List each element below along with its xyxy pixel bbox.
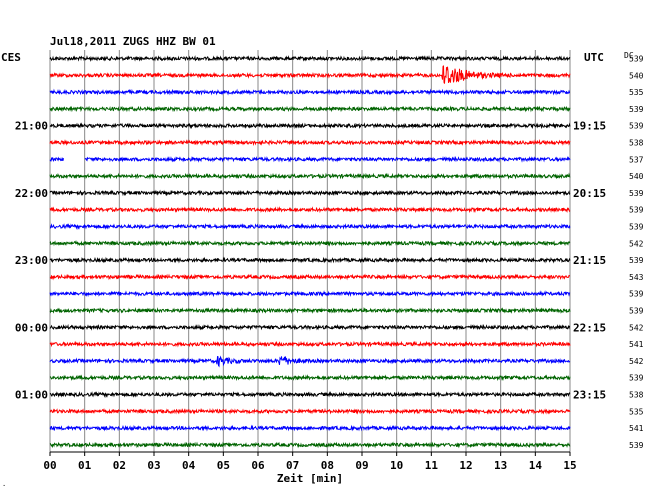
trace-row-6 [49,155,571,163]
dc-value: 539 [629,223,644,232]
trace-row-20 [49,391,571,399]
x-tick-label: 05 [217,459,230,472]
dc-value: 541 [629,424,644,433]
trace-row-15 [49,307,571,314]
dc-value: 539 [629,206,644,215]
trace-row-12 [49,256,571,264]
x-axis: 00 01 02 03 04 05 06 07 08 09 10 11 12 13 14 15 [43,452,577,472]
dc-value: 543 [629,273,644,282]
x-tick-label: 03 [147,459,160,472]
dc-value: 538 [629,139,644,148]
chart-title: Jul18,2011 ZUGS HHZ BW 01 [50,35,216,48]
right-hour-label: 23:15 [573,389,606,402]
dc-header: DC [624,51,634,60]
trace-row-5 [49,139,571,147]
trace-row-10 [49,223,571,231]
trace-row-11 [49,239,571,247]
x-tick-label: 15 [563,459,576,472]
trace-row-22 [49,424,571,432]
dc-value: 539 [629,189,644,198]
x-tick-label: 01 [78,459,92,472]
left-hour-labels: 21:00 22:00 23:00 00:00 01:00 [15,120,48,402]
dc-value: 542 [629,323,644,332]
left-hour-label: 01:00 [15,389,48,402]
dc-value: 540 [629,71,644,80]
left-timezone-label: CES [1,51,21,64]
left-hour-label: 21:00 [15,120,48,133]
trace-row-9 [49,206,571,214]
dc-value: 535 [629,407,644,416]
trace-rows [49,54,571,449]
x-tick-label: 11 [425,459,439,472]
x-tick-label: 04 [182,459,196,472]
trace-row-0 [49,54,571,62]
dc-value: 539 [629,55,644,64]
x-axis-label: Zeit [min] [277,472,343,485]
dc-value: 541 [629,340,644,349]
trace-row-16 [49,323,570,331]
x-tick-label: 00 [43,459,56,472]
trace-row-3 [49,105,571,113]
dc-value: 540 [629,172,644,181]
trace-row-2 [49,88,570,96]
dc-offset-labels: 539 540 535 539 539 538 537 540 539 539 539 542 539 5… [629,55,644,450]
trace-row-17 [49,340,571,348]
dc-value: 542 [629,239,644,248]
right-hour-label: 20:15 [573,187,606,200]
left-hour-label: 00:00 [15,321,48,334]
dc-value: 542 [629,357,644,366]
left-hour-label: 22:00 [15,187,48,200]
x-tick-label: 02 [113,459,126,472]
trace-row-1 [49,65,571,84]
dc-value: 539 [629,105,644,114]
trace-row-4 [49,122,571,130]
x-tick-label: 12 [459,459,472,472]
dc-value: 538 [629,391,644,400]
minute-gridlines [49,50,571,453]
dc-value: 539 [629,374,644,383]
dc-value: 539 [629,307,644,316]
x-tick-label: 14 [529,459,543,472]
x-tick-label: 08 [321,459,334,472]
dc-value: 535 [629,88,644,97]
x-tick-label: 06 [251,459,265,472]
x-tick-label: 07 [286,459,299,472]
trace-row-23 [49,441,571,449]
right-hour-label: 21:15 [573,254,606,267]
trace-row-7 [49,172,571,180]
trace-row-14 [49,290,571,298]
right-hour-labels: 19:15 20:15 21:15 22:15 23:15 [573,120,606,402]
dc-value: 539 [629,122,644,131]
dc-value: 539 [629,441,644,450]
trace-row-21 [49,407,571,415]
x-tick-label: 10 [390,459,403,472]
x-tick-label: 09 [355,459,368,472]
corner-mark: . [2,480,6,488]
dc-value: 537 [629,155,644,164]
right-timezone-label: UTC [584,51,604,64]
right-hour-label: 22:15 [573,321,606,334]
trace-row-19 [49,374,571,382]
dc-value: 539 [629,256,644,265]
dc-value: 539 [629,290,644,299]
left-hour-label: 23:00 [15,254,48,267]
right-hour-label: 19:15 [573,120,606,133]
trace-row-18 [49,355,571,368]
trace-row-8 [49,189,571,197]
x-tick-label: 13 [494,459,507,472]
trace-row-13 [49,273,571,281]
